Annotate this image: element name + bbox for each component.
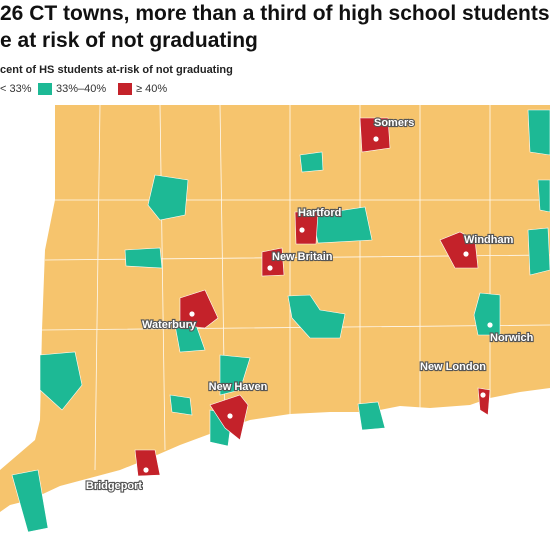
red-towns [134, 117, 491, 477]
town-marker [143, 467, 149, 473]
town-marker [480, 392, 486, 398]
title-line: 26 CT towns, more than a third of high s… [0, 2, 550, 25]
town-label: Norwich [490, 332, 534, 344]
town-label: Windham [464, 234, 514, 246]
title-line: e at risk of not graduating [0, 29, 258, 52]
town-marker [463, 251, 469, 257]
state-shape [0, 105, 550, 512]
legend-label: ≥ 40% [136, 83, 168, 95]
town-marker [373, 136, 379, 142]
town-marker [299, 227, 305, 233]
town-label: New Haven [209, 381, 268, 393]
town-label: Hartford [298, 207, 341, 219]
town-marker [487, 322, 493, 328]
town-label: New London [420, 361, 486, 373]
town-label: New Britain [272, 251, 333, 263]
legend-swatch [118, 83, 132, 95]
town-marker [267, 265, 273, 271]
legend-label: < 33% [0, 83, 32, 95]
town-marker [189, 311, 195, 317]
town-label: Somers [374, 117, 414, 129]
state [0, 105, 550, 512]
legend-label: 33%–40% [56, 83, 107, 95]
legend-title: cent of HS students at-risk of not gradu… [0, 64, 233, 76]
town-label: Bridgeport [86, 480, 143, 492]
town-label: Waterbury [142, 319, 197, 331]
green-towns [11, 109, 550, 533]
town-markers: Somers Hartford New Britain Windham Waterbur… [85, 116, 535, 493]
town-borders [41, 104, 550, 471]
legend-swatch [38, 83, 52, 95]
town-marker [227, 413, 233, 419]
